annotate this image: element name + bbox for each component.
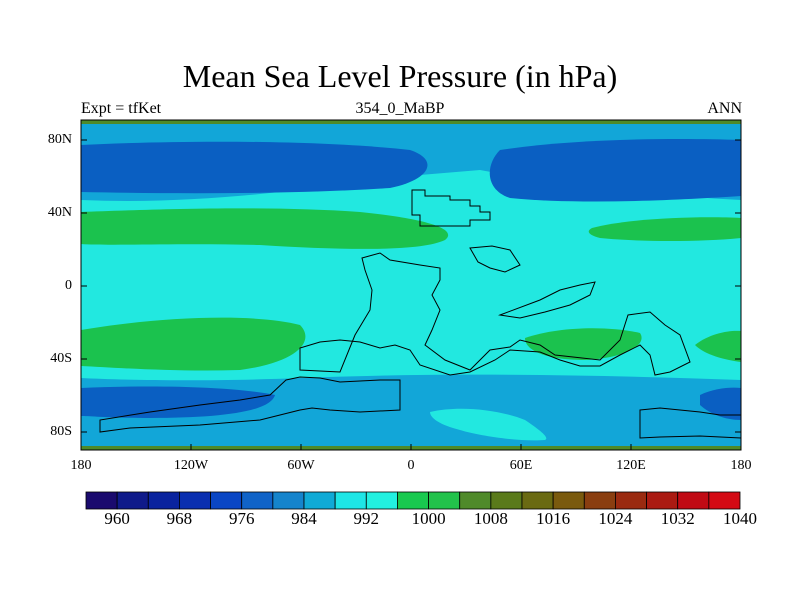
colorbar-label: 992 [353,509,380,528]
coastlines [99,189,741,439]
colorbar-swatch [708,491,741,510]
plot-title: Mean Sea Level Pressure (in hPa) [182,58,618,94]
south-low-east [700,387,741,420]
colorbar-swatch [85,491,118,510]
south-high-mid [525,328,642,360]
subtitle-experiment: Expt = tfKet [81,100,162,117]
coast-arc [498,281,596,319]
colorbar-swatch [210,491,243,510]
colorbar-swatch [179,491,211,510]
south-low-west [81,386,275,418]
colorbar-swatch [397,491,429,510]
tick-marks [81,139,741,450]
colorbar-label: 1032 [660,509,695,528]
antarctic-cyan-patch [430,408,547,441]
lon-label-120e: 120E [616,458,646,473]
subtitle-age: 354_0_MaBP [355,100,445,117]
north-low-west [81,141,428,194]
lon-label-60w: 60W [287,458,315,473]
colorbar-swatch [490,491,523,510]
lat-label-80s: 80S [50,424,72,439]
south-high-east [695,330,741,362]
coast-europe [411,189,491,227]
colorbar-swatch [615,491,647,510]
north-high-east [588,217,741,241]
colorbar-swatch [241,491,274,510]
lon-label-180w: 180 [70,458,92,473]
colorbar-swatch [521,491,554,510]
lon-label-0: 0 [407,458,415,473]
pressure-field [81,120,741,450]
colorbar-swatch [365,491,398,510]
colorbar-swatch [334,491,367,510]
colorbar-label: 960 [104,509,130,528]
lat-label-40s: 40S [50,351,72,366]
colorbar-swatch [459,491,492,510]
colorbar-swatch [677,491,710,510]
colorbar-swatch [583,491,616,510]
colorbar-swatch [303,491,336,510]
colorbar-label: 1000 [411,509,446,528]
colorbar-swatch [552,491,585,510]
colorbar-label: 1008 [473,509,508,528]
lat-label-0: 0 [65,278,72,293]
colorbar-swatch [646,491,679,510]
lon-label-60e: 60E [509,458,533,473]
north-edge [81,120,741,124]
coast-continents [299,252,691,376]
north-high-west [81,208,449,249]
lat-label-80n: 80N [47,132,72,147]
colorbar [85,491,741,510]
north-low-east [489,139,741,202]
coast-asia [469,245,521,273]
coast-south-east [639,407,741,439]
colorbar-label: 1024 [598,509,633,528]
coast-south-west [99,376,401,433]
subtitle-season: ANN [707,100,742,117]
lat-label-40n: 40N [47,205,72,220]
lon-label-180e: 180 [730,458,752,473]
colorbar-label: 968 [166,509,193,528]
south-high-west [81,317,306,371]
colorbar-swatch [428,491,461,510]
colorbar-label: 1040 [723,509,757,528]
colorbar-swatch [116,491,149,510]
colorbar-label: 984 [291,509,317,528]
colorbar-swatch [272,491,305,510]
lon-label-120w: 120W [173,458,209,473]
colorbar-swatch [147,491,180,510]
colorbar-label: 976 [228,509,255,528]
colorbar-label: 1016 [536,509,571,528]
